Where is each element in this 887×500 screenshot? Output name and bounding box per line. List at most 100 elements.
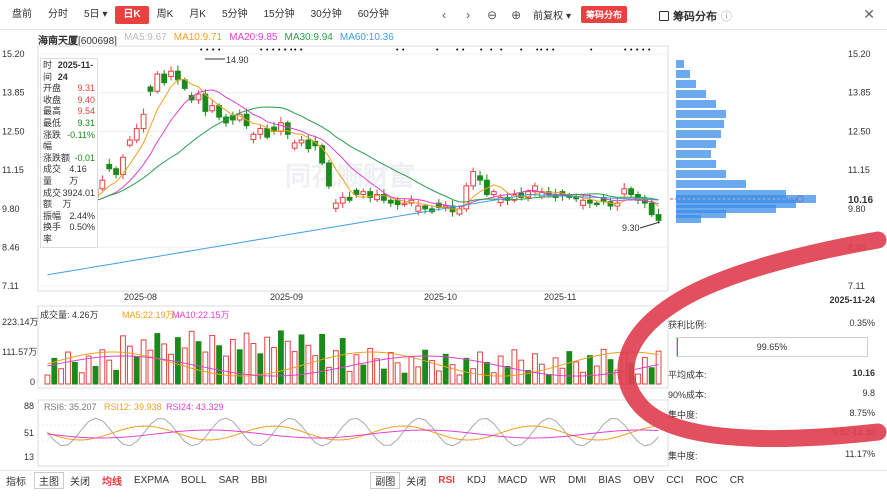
tab-5[interactable]: 月K	[189, 8, 206, 20]
sub-ind-4[interactable]: MACD	[497, 475, 528, 486]
y-tick-left: 12.50	[2, 126, 25, 136]
tab-2[interactable]: 5日 ▾	[84, 8, 108, 20]
volume-bar	[635, 373, 641, 385]
sub-ind-9[interactable]: CCI	[666, 475, 684, 486]
chip-bar	[676, 195, 816, 203]
volume-ma5-label: MA5:22.19万	[122, 310, 175, 320]
volume-bar	[374, 358, 380, 385]
rsi-y-tick: 51	[24, 428, 34, 438]
main-ind-5[interactable]: BOLL	[181, 475, 207, 486]
chip-bar	[676, 120, 724, 128]
volume-bar	[497, 355, 504, 385]
rsi24-label: RSI24: 43.329	[166, 402, 224, 412]
event-marker: •	[260, 47, 263, 54]
chip-bar	[676, 210, 726, 218]
event-marker: •	[590, 47, 593, 54]
event-marker: •	[480, 47, 483, 54]
sub-ind-5[interactable]: WR	[539, 475, 556, 486]
volume-bar	[257, 353, 264, 385]
high-price-label: 14.90	[226, 55, 249, 65]
info-icon[interactable]: ⓘ	[721, 11, 732, 23]
sub-ind-2[interactable]: RSI	[438, 475, 455, 486]
sub-ind-8[interactable]: OBV	[633, 475, 655, 486]
info-label: 涨跌幅	[43, 129, 62, 152]
candle-body	[154, 73, 161, 92]
adjust-dropdown[interactable]: 前复权 ▾	[533, 11, 571, 22]
volume-bar	[339, 338, 346, 385]
checkbox-icon[interactable]	[659, 11, 669, 21]
candle-body	[106, 163, 113, 170]
y-tick-right: 7.11	[848, 281, 865, 291]
ma-legend: 海南天厦[600698] MA5:9.67 MA10:9.71 MA20:9.8…	[38, 32, 394, 47]
event-marker: •	[500, 47, 503, 54]
candle-body	[147, 86, 154, 92]
main-ind-6[interactable]: SAR	[218, 475, 240, 486]
info-label: 成交量	[43, 164, 62, 186]
profit-bar-text: 99.65%	[756, 342, 788, 352]
top-toolbar: 盘前 分时 5日 ▾ 日K 周K 月K 5分钟 15分钟 30分钟 60分钟	[0, 0, 887, 30]
tab-9[interactable]: 60分钟	[357, 8, 389, 20]
tab-6[interactable]: 5分钟	[221, 8, 248, 20]
tab-4[interactable]: 周K	[156, 8, 174, 20]
candle-body	[113, 168, 120, 175]
sub-ind-1[interactable]: 关闭	[406, 477, 427, 488]
rsi6-line	[47, 417, 659, 447]
candlestick-chart[interactable]: 15.20 15.20 13.85 13.85 12.50 12.50 11.15 11.15…	[0, 0, 887, 470]
volume-bar	[429, 360, 435, 385]
main-ind-1[interactable]: 主图	[34, 472, 64, 489]
event-marker: •	[300, 47, 303, 54]
chip-bar	[676, 190, 786, 198]
candle-body	[367, 191, 374, 198]
candle-body	[573, 196, 580, 200]
y-tick-left: 15.20	[2, 49, 25, 59]
tab-0[interactable]: 盘前	[12, 8, 32, 20]
volume-bar	[229, 338, 236, 385]
tab-1[interactable]: 分时	[48, 8, 68, 20]
sub-ind-10[interactable]: ROC	[695, 475, 718, 486]
chip-bar	[676, 215, 701, 223]
chevron-left-icon[interactable]: ‹	[442, 7, 447, 22]
chip-distribution-button[interactable]: 筹码分布	[580, 6, 627, 23]
main-ind-2[interactable]: 关闭	[70, 477, 90, 488]
tab-7[interactable]: 15分钟	[263, 8, 295, 20]
event-marker: •	[540, 47, 543, 54]
sub-ind-6[interactable]: DMI	[567, 475, 587, 486]
chevron-right-icon[interactable]: ›	[466, 7, 471, 22]
volume-bar	[435, 370, 442, 385]
event-marker: •	[642, 47, 645, 54]
tab-8[interactable]: 30分钟	[310, 8, 342, 20]
close-icon[interactable]: ✕	[863, 6, 875, 22]
main-ind-7[interactable]: BBI	[251, 475, 268, 486]
volume-bar	[326, 366, 332, 385]
volume-bar	[463, 357, 470, 385]
event-marker: •	[520, 47, 523, 54]
sub-ind-11[interactable]: CR	[729, 475, 745, 486]
sub-ind-0[interactable]: 副图	[370, 472, 401, 489]
tab-3[interactable]: 日K	[115, 5, 149, 24]
candle-body	[435, 202, 442, 208]
volume-bar	[655, 350, 662, 385]
zoom-out-icon[interactable]: ⊖	[487, 7, 498, 22]
sub-ind-7[interactable]: BIAS	[598, 475, 622, 486]
event-marker: •	[294, 47, 297, 54]
ma20-line	[47, 106, 659, 208]
candle-body	[250, 133, 257, 140]
volume-bar	[78, 372, 85, 385]
volume-bar	[44, 374, 51, 385]
main-ind-4[interactable]: EXPMA	[134, 475, 170, 486]
candle-body	[621, 188, 628, 195]
main-ind-3[interactable]: 均线	[102, 477, 122, 488]
info-value: -0.11%	[67, 129, 95, 140]
candle-body	[607, 201, 614, 207]
info-value: 4.16万	[69, 164, 87, 186]
main-indicator-tabs: 指标 主图 关闭 均线 EXPMA BOLL SAR BBI	[0, 472, 273, 489]
sub-ind-3[interactable]: KDJ	[466, 475, 486, 486]
cost-range-value: 9.82-12.30	[831, 427, 875, 437]
volume-bar	[243, 332, 250, 385]
main-ind-0[interactable]: 指标	[6, 477, 26, 488]
candle-body	[628, 188, 635, 196]
y-tick-right: 8.46	[848, 242, 866, 252]
zoom-in-icon[interactable]: ⊕	[511, 7, 522, 22]
volume-bar	[188, 330, 195, 385]
volume-bar	[511, 349, 518, 385]
